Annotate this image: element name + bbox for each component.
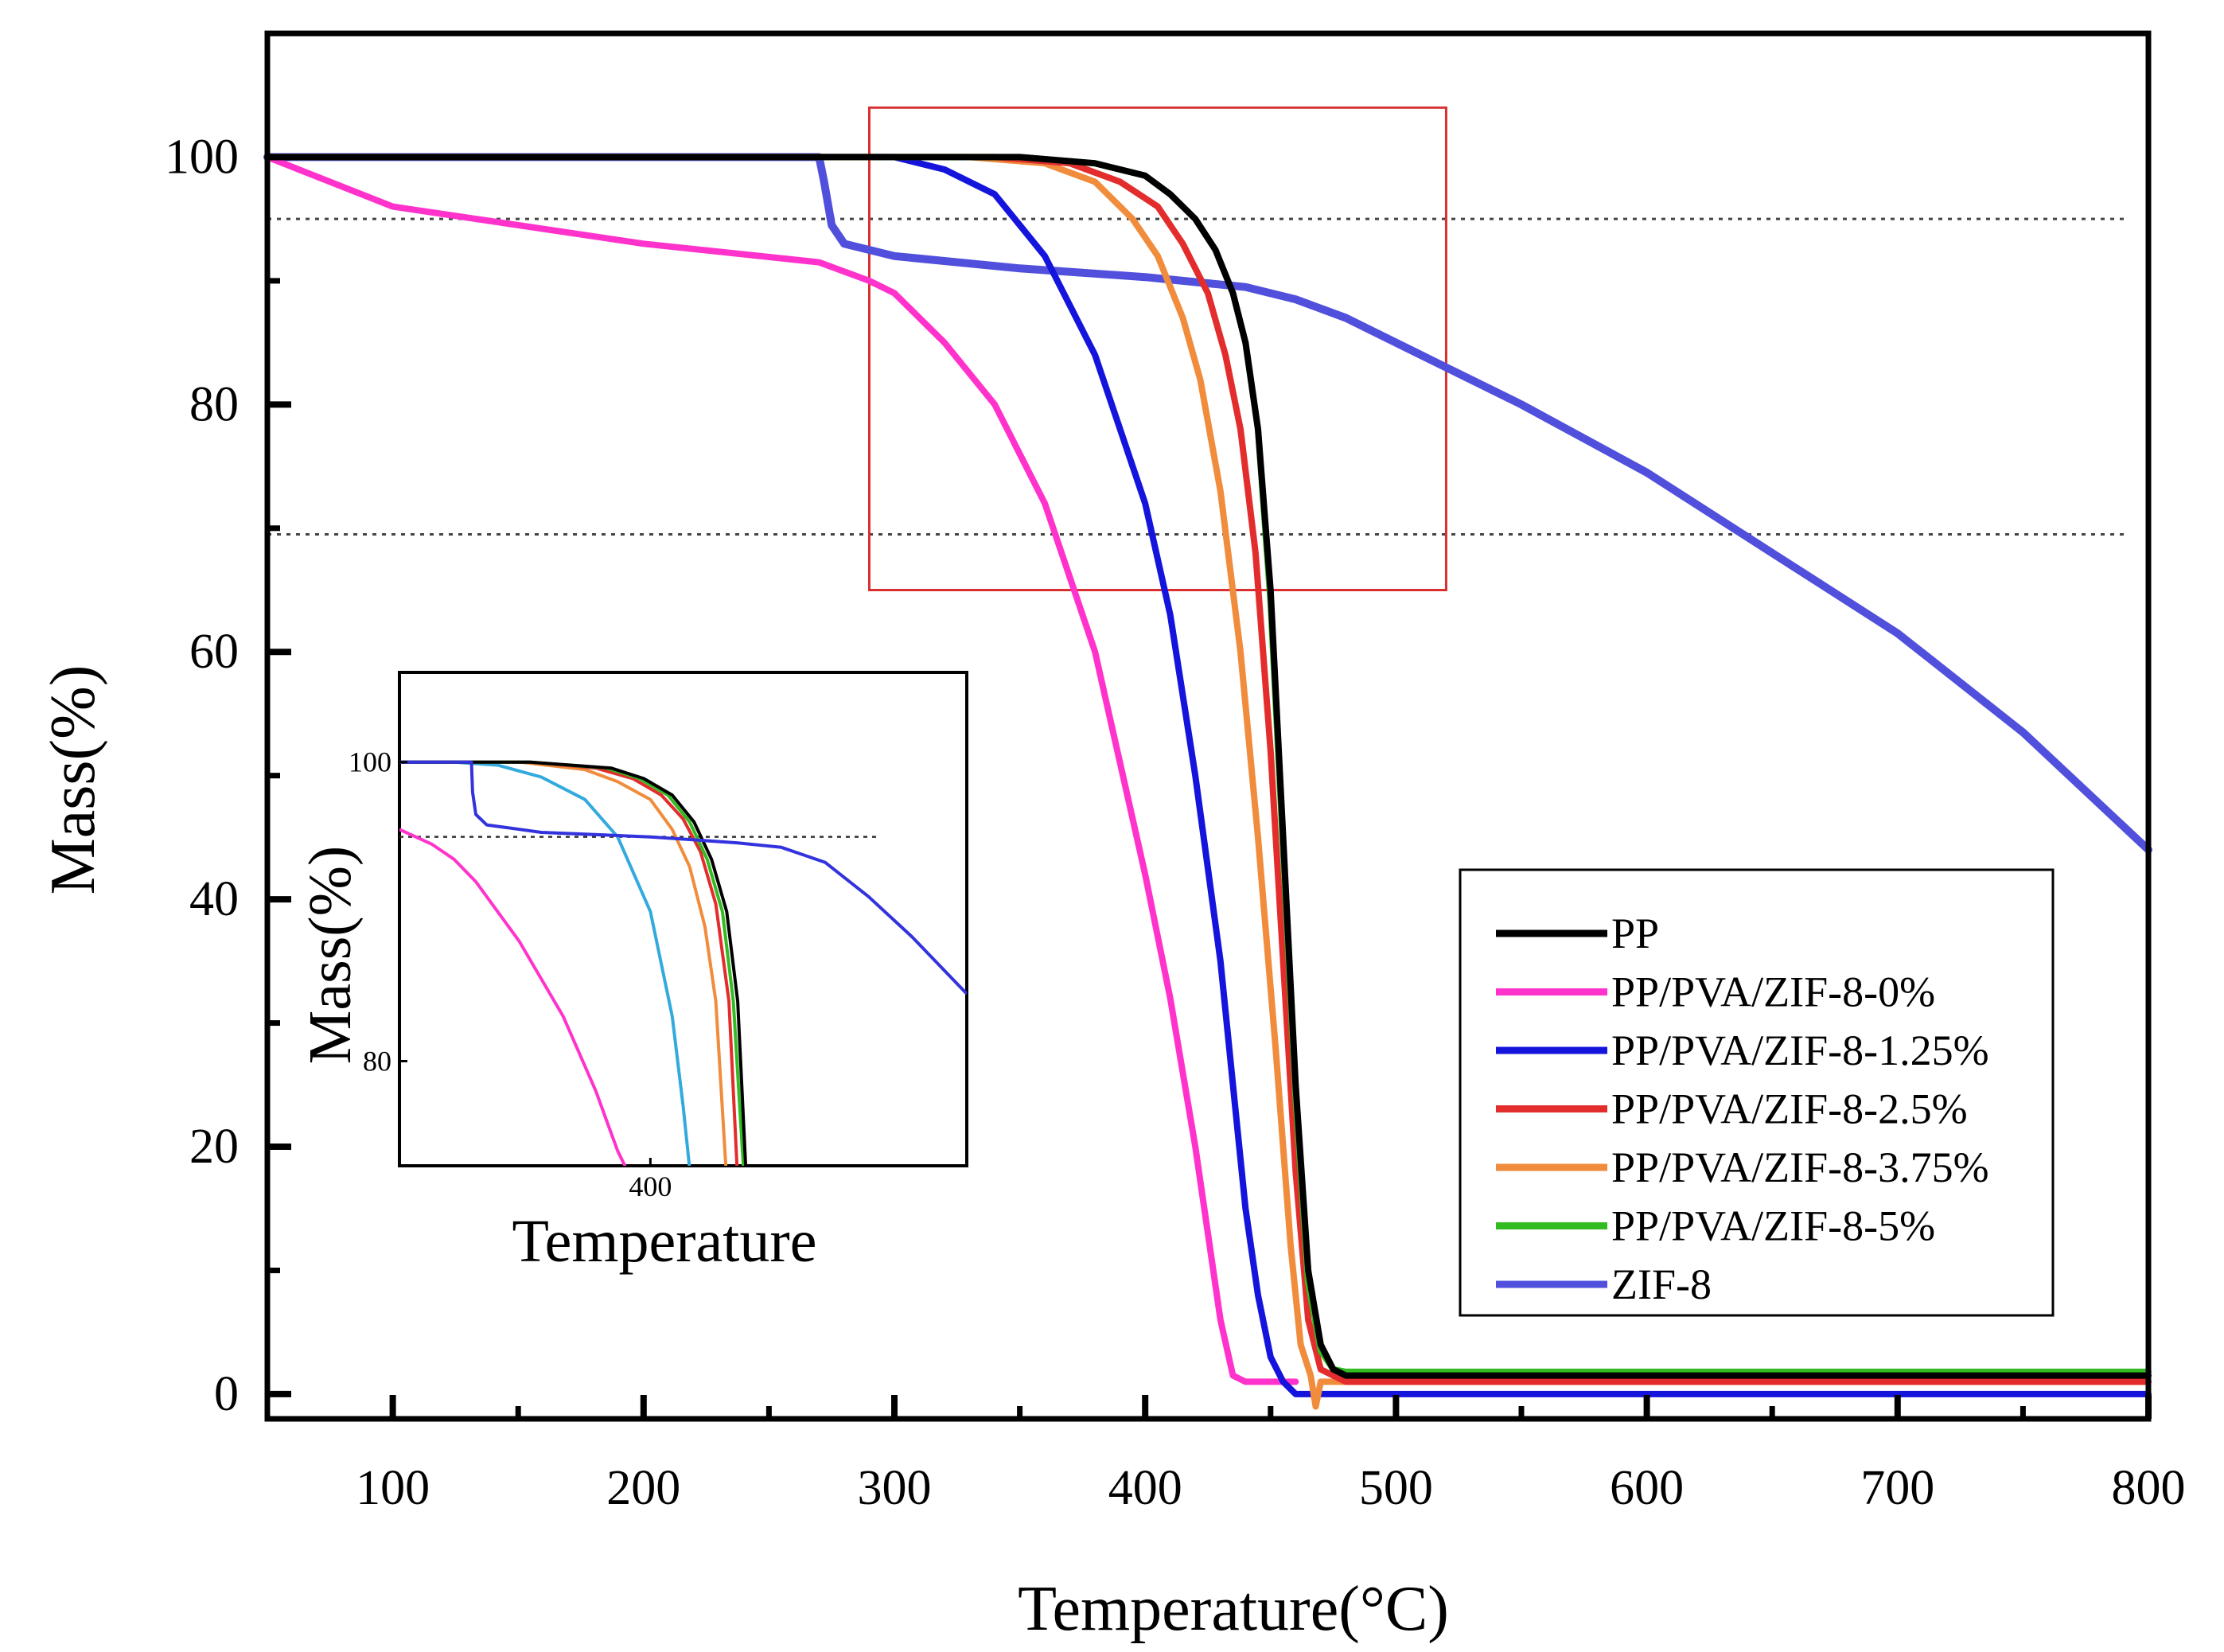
inset-x-axis-title: Temperature (512, 1208, 817, 1275)
x-tick-label: 600 (1610, 1461, 1684, 1515)
inset-y-tick-label: 80 (363, 1045, 391, 1077)
legend-label: PP/PVA/ZIF-8-0% (1611, 968, 1935, 1016)
y-tick-label: 80 (189, 377, 239, 431)
main-axes: 100 200 300 400 500 600 700 800 0 20 40 60 80 100 (165, 30, 2186, 1515)
x-axis-title: Temperature(°C) (1018, 1574, 1449, 1644)
zoom-highlight-box (867, 106, 1447, 592)
inset-chart: 80 100 400 Temperature Mass(%) (297, 671, 968, 1275)
legend-label: ZIF-8 (1611, 1260, 1712, 1308)
inset-series-line (399, 760, 728, 1166)
legend-label: PP/PVA/ZIF-8-1.25% (1611, 1027, 1989, 1074)
x-tick-label: 200 (606, 1461, 680, 1515)
inset-series-layer (399, 760, 967, 1166)
highlight-box-group (867, 106, 1447, 592)
series-line-pp (264, 154, 2152, 1379)
series-line-pp-pva-zif-8-1-25- (264, 154, 2152, 1397)
inset-x-tick-label: 400 (629, 1171, 672, 1202)
inset-series-line (399, 760, 748, 1166)
legend-box (1459, 868, 2055, 1317)
legend-label: PP/PVA/ZIF-8-5% (1611, 1202, 1935, 1250)
y-tick-label: 20 (189, 1120, 239, 1174)
y-tick-label: 60 (189, 625, 239, 679)
series-line-pp-pva-zif-8-2-5- (264, 154, 2152, 1385)
plot-frame (264, 30, 2152, 1422)
y-tick-label: 0 (214, 1367, 239, 1421)
inset-y-axis-title: Mass(%) (297, 846, 364, 1064)
x-tick-label: 800 (2112, 1461, 2186, 1515)
inset-frame (398, 671, 968, 1167)
legend-label: PP (1611, 910, 1659, 957)
x-tick-label: 700 (1860, 1461, 1934, 1515)
x-tick-label: 500 (1359, 1461, 1433, 1515)
x-tick-label: 100 (356, 1461, 430, 1515)
legend-label: PP/PVA/ZIF-8-3.75% (1611, 1144, 1989, 1191)
y-axis-title: Mass(%) (38, 665, 108, 895)
y-tick-label: 40 (189, 872, 239, 926)
legend-label: PP/PVA/ZIF-8-2.5% (1611, 1085, 1968, 1133)
y-tick-label: 100 (165, 130, 239, 184)
legend: PP PP/PVA/ZIF-8-0% PP/PVA/ZIF-8-1.25% PP/PV… (1459, 868, 2055, 1317)
series-layer (263, 153, 2152, 1410)
inset-series-line (399, 828, 627, 1166)
series-line-zif-8 (263, 153, 2152, 854)
x-tick-label: 300 (858, 1461, 932, 1515)
x-tick-label: 400 (1108, 1461, 1182, 1515)
inset-series-line (399, 760, 967, 995)
inset-y-tick-label: 100 (349, 746, 391, 778)
series-line-pp-pva-zif-8-0- (264, 154, 1299, 1385)
